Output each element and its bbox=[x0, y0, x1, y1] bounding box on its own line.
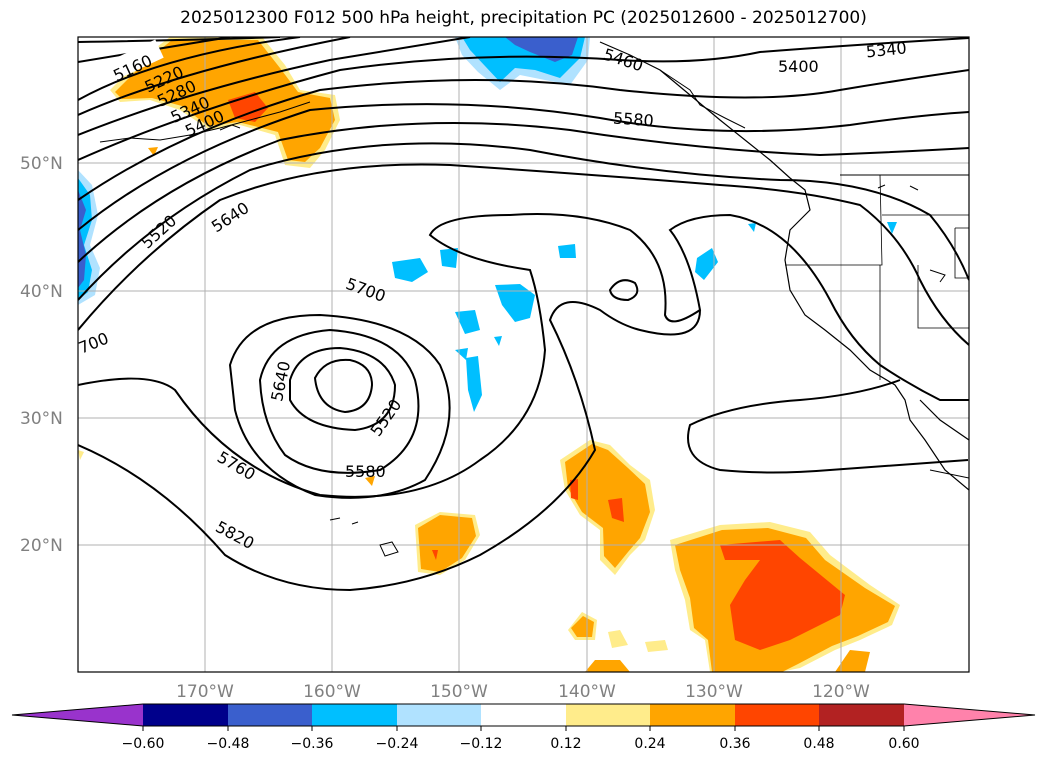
colorbar-swatch-3 bbox=[312, 704, 397, 726]
colorbar-tick-6: 0.24 bbox=[634, 736, 665, 752]
lat-label-20n: 20°N bbox=[20, 536, 63, 556]
colorbar-swatch-9 bbox=[819, 704, 904, 726]
colorbar-tick-9: 0.60 bbox=[888, 736, 919, 752]
contour-label-5580b: 5580 bbox=[612, 108, 654, 130]
longitude-labels: 170°W 160°W 150°W 140°W 130°W 120°W bbox=[176, 682, 870, 702]
colorbar-tick-8: 0.48 bbox=[803, 736, 834, 752]
colorbar-tick-5: 0.12 bbox=[550, 736, 581, 752]
contour-label-5400b: 5400 bbox=[778, 57, 819, 76]
lon-label-130w: 130°W bbox=[685, 682, 743, 702]
colorbar-swatch-10 bbox=[904, 704, 1035, 726]
colorbar-swatch-5 bbox=[481, 704, 566, 726]
contour-label-5580: 5580 bbox=[345, 462, 386, 481]
lat-label-40n: 40°N bbox=[20, 282, 63, 302]
contour-label-5340b: 5340 bbox=[865, 38, 907, 61]
height-contours bbox=[78, 37, 969, 592]
colorbar-swatch-6 bbox=[566, 704, 650, 726]
precip-negative-areas bbox=[78, 37, 897, 412]
lon-label-160w: 160°W bbox=[303, 682, 361, 702]
lat-label-50n: 50°N bbox=[20, 154, 63, 174]
colorbar-swatch-0 bbox=[12, 704, 143, 726]
colorbar-tick-1: −0.48 bbox=[207, 736, 250, 752]
lat-label-30n: 30°N bbox=[20, 409, 63, 429]
colorbar-swatch-1 bbox=[143, 704, 228, 726]
colorbar-tick-4: −0.12 bbox=[460, 736, 503, 752]
lon-label-170w: 170°W bbox=[176, 682, 234, 702]
colorbar-swatch-8 bbox=[735, 704, 819, 726]
colorbar-tick-0: −0.60 bbox=[122, 736, 165, 752]
colorbar-tick-2: −0.36 bbox=[291, 736, 334, 752]
colorbar-swatch-2 bbox=[228, 704, 312, 726]
map-frame bbox=[77, 36, 970, 673]
colorbar-tick-3: −0.24 bbox=[376, 736, 419, 752]
colorbar-swatch-7 bbox=[650, 704, 735, 726]
lon-label-120w: 120°W bbox=[812, 682, 870, 702]
latitude-labels: 50°N 40°N 30°N 20°N bbox=[20, 154, 63, 556]
colorbar: −0.60 −0.48 −0.36 −0.24 −0.12 0.12 0.24 … bbox=[11, 703, 1036, 752]
precip-positive-areas bbox=[78, 37, 900, 672]
lon-label-140w: 140°W bbox=[558, 682, 616, 702]
lon-label-150w: 150°W bbox=[430, 682, 488, 702]
colorbar-tick-7: 0.36 bbox=[719, 736, 750, 752]
colorbar-swatch-4 bbox=[397, 704, 481, 726]
map-title: 2025012300 F012 500 hPa height, precipit… bbox=[180, 8, 867, 28]
